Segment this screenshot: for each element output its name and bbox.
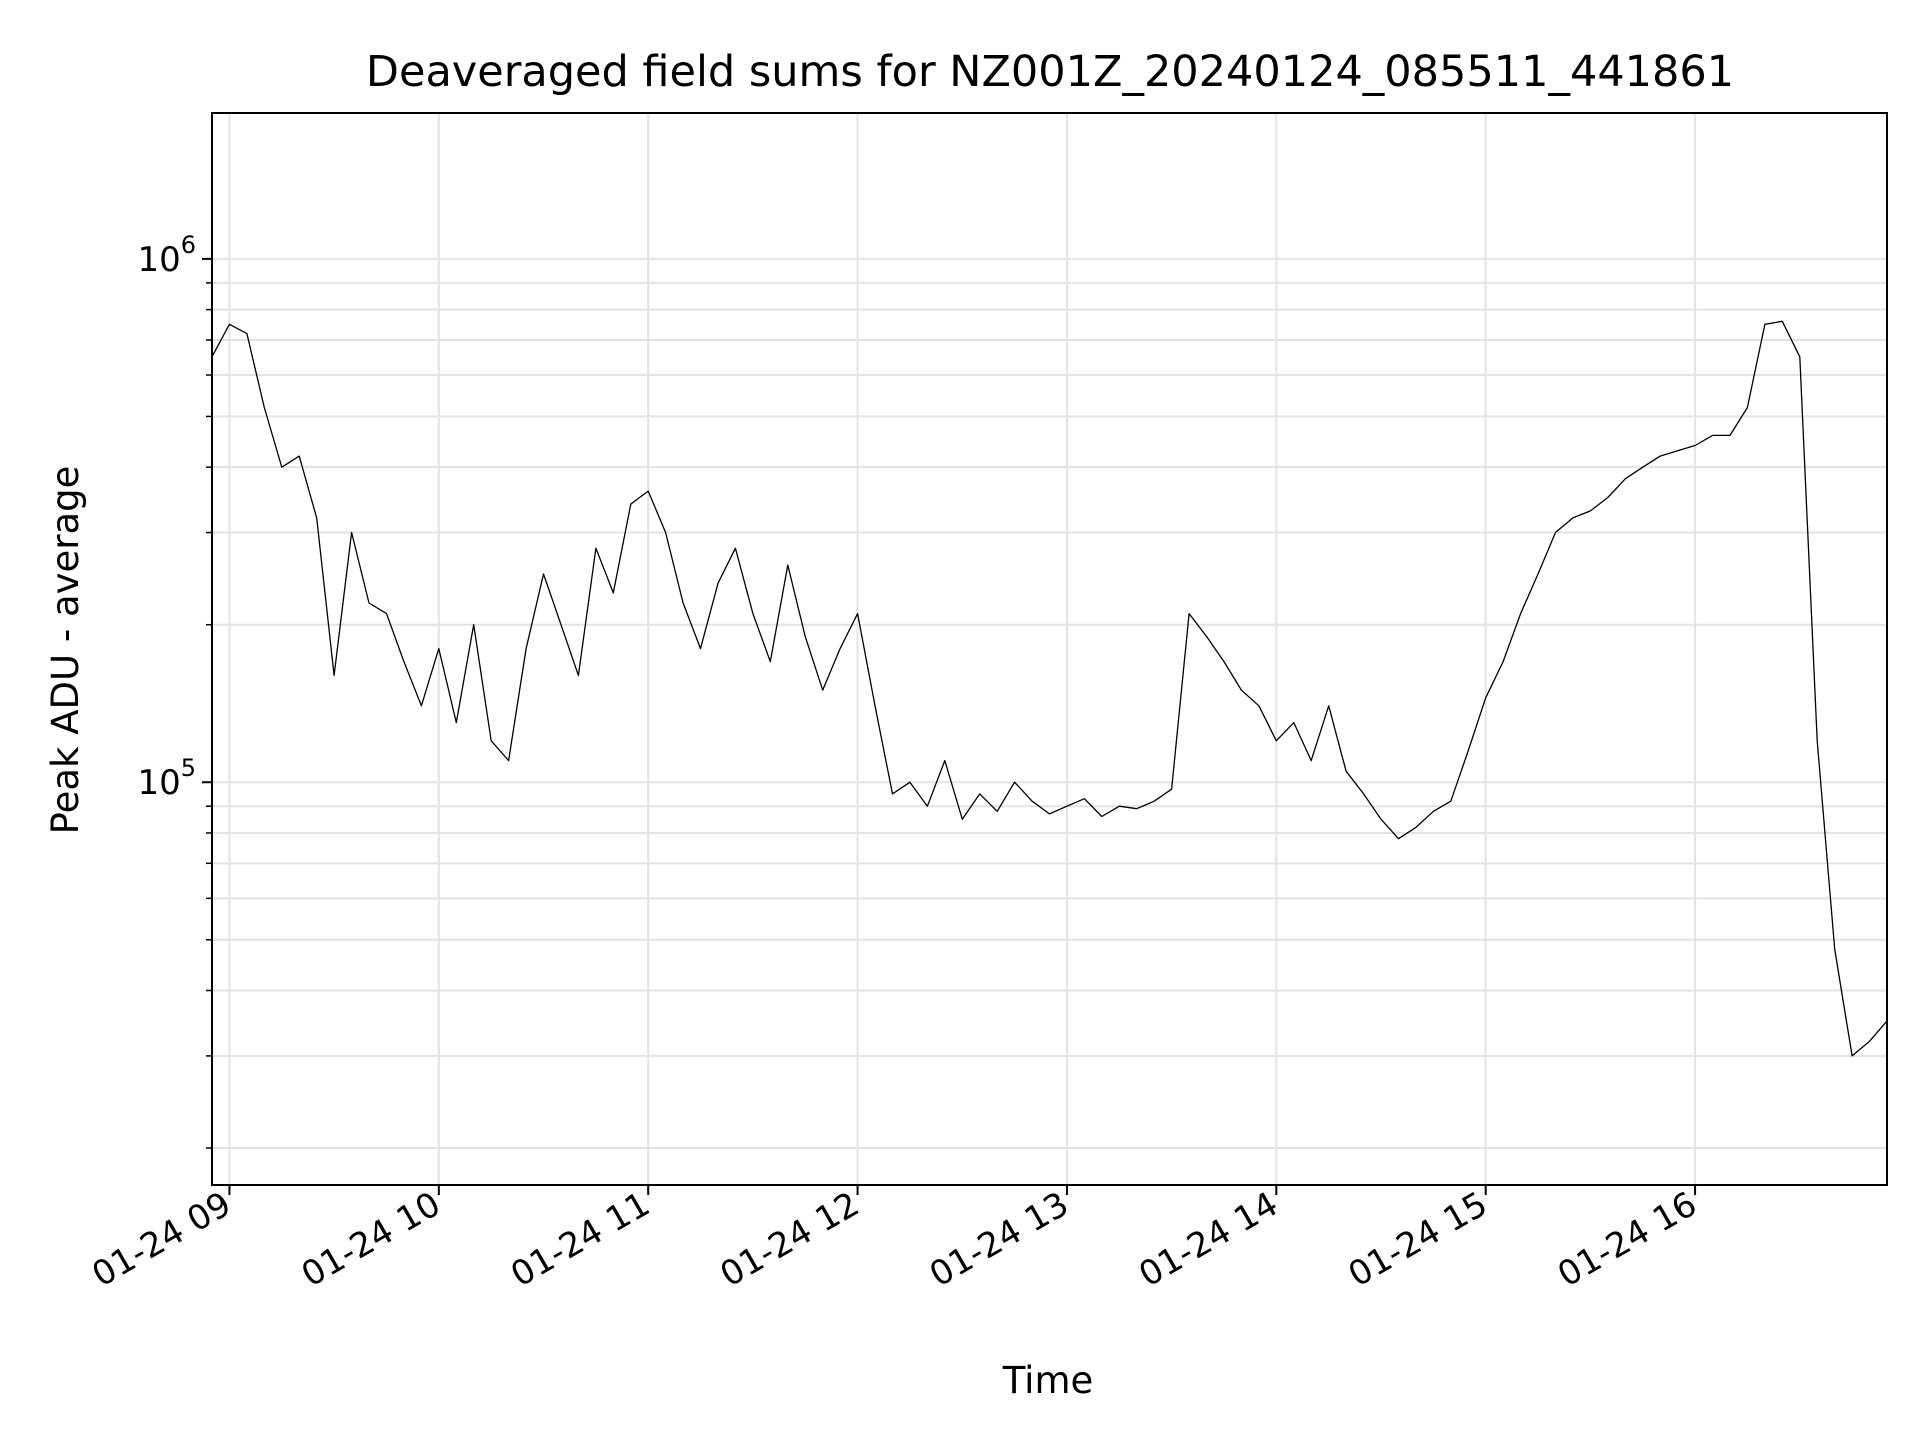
x-tick-label: 01-24 13 bbox=[923, 1184, 1075, 1295]
y-axis: 105 106 bbox=[137, 231, 212, 1149]
x-tick-label: 01-24 16 bbox=[1551, 1184, 1703, 1295]
x-tick-label: 01-24 15 bbox=[1342, 1184, 1494, 1295]
chart-title: Deaveraged field sums for NZ001Z_2024012… bbox=[366, 47, 1734, 97]
x-tick-label: 01-24 14 bbox=[1132, 1184, 1284, 1295]
x-tick-label: 01-24 10 bbox=[295, 1184, 447, 1295]
y-tick-label: 105 bbox=[137, 754, 196, 803]
x-axis-label: Time bbox=[1002, 1359, 1094, 1402]
x-axis: 01-24 09 01-24 10 01-24 11 01-24 12 01-24 13… bbox=[86, 1184, 1704, 1295]
x-tick-label: 01-24 11 bbox=[504, 1184, 656, 1295]
x-tick-label: 01-24 12 bbox=[714, 1184, 866, 1295]
x-tick-label: 01-24 09 bbox=[86, 1184, 238, 1295]
plot-frame bbox=[211, 112, 1888, 1186]
y-axis-label: Peak ADU - average bbox=[44, 466, 87, 835]
series-line bbox=[211, 320, 1888, 1057]
grid bbox=[212, 113, 1887, 1185]
y-tick-label: 106 bbox=[137, 231, 196, 280]
